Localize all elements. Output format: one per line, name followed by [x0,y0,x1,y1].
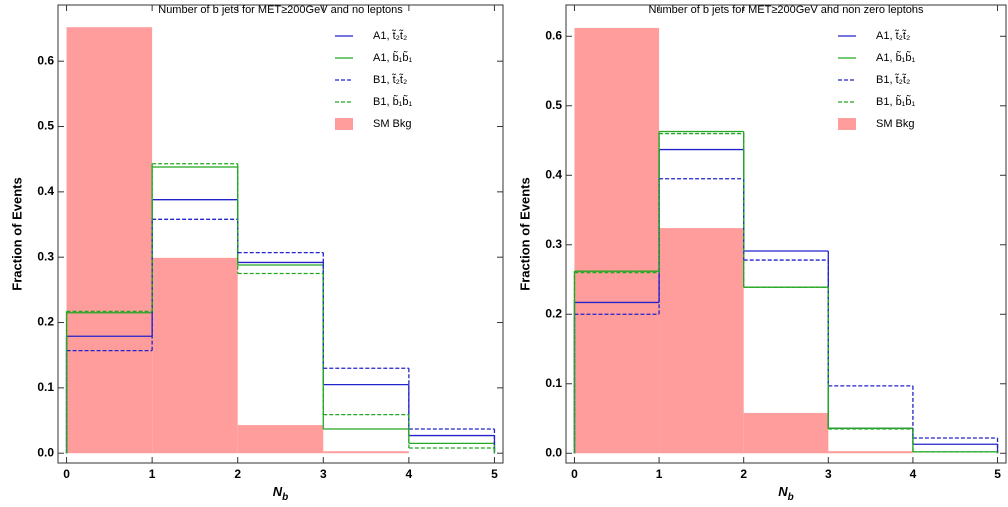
x-tick-label: 5 [491,467,498,481]
y-tick-label: 0.3 [37,249,54,263]
x-tick-label: 1 [149,467,156,481]
y-axis-label: Fraction of Events [9,177,24,290]
y-tick-label: 0.0 [545,445,562,459]
x-tick-label: 3 [320,467,327,481]
x-tick-label: 0 [571,467,578,481]
plot-frame [565,4,1007,464]
y-tick-label: 0.6 [37,53,54,67]
legend-swatch [335,118,353,130]
x-axis-label: Nb [778,484,794,502]
legend-label: A1, b̃₁b̃₁ [876,51,916,64]
x-tick-label: 0 [63,467,70,481]
y-tick-label: 0.5 [545,98,562,112]
legend-swatch [838,118,856,130]
y-tick-label: 0.4 [545,167,562,181]
y-tick-label: 0.2 [37,315,54,329]
bar [66,27,153,454]
bar [323,451,409,454]
legend-label: SM Bkg [876,118,915,130]
y-tick-label: 0.4 [37,184,54,198]
x-tick-label: 5 [994,467,1001,481]
y-axis-label: Fraction of Events [517,177,532,290]
legend-label: A1, t̃₂t̃₂ [876,29,910,42]
bar [659,228,744,454]
bar [237,425,324,454]
legend-label: B1, b̃₁b̃₁ [373,95,413,108]
x-tick-label: 3 [825,467,832,481]
plot-frame [57,4,504,464]
bar [743,412,829,454]
x-tick-label: 2 [740,467,747,481]
x-tick-label: 2 [234,467,241,481]
legend-label: B1, t̃₂t̃₂ [876,73,910,86]
chart-title: Number of b jets for MET≥200GeV and non … [648,4,924,16]
x-tick-label: 4 [406,467,413,481]
legend-label: B1, t̃₂t̃₂ [373,73,407,86]
y-tick-label: 0.1 [37,380,54,394]
x-axis-label: Nb [273,484,289,502]
bar [828,451,913,454]
y-tick-label: 0.2 [545,306,562,320]
legend-label: A1, t̃₂t̃₂ [373,29,407,42]
x-tick-label: 1 [656,467,663,481]
chart-title: Number of b jets for MET≥200GeV and no l… [158,4,403,16]
y-tick-label: 0.0 [37,445,54,459]
y-tick-label: 0.3 [545,237,562,251]
y-tick-label: 0.5 [37,119,54,133]
y-tick-label: 0.1 [545,376,562,390]
legend-label: B1, b̃₁b̃₁ [876,95,916,108]
legend-label: SM Bkg [373,118,412,130]
bar [574,27,660,454]
legend-label: A1, b̃₁b̃₁ [373,51,413,64]
y-tick-label: 0.6 [545,28,562,42]
bar [152,257,238,454]
x-tick-label: 4 [910,467,917,481]
